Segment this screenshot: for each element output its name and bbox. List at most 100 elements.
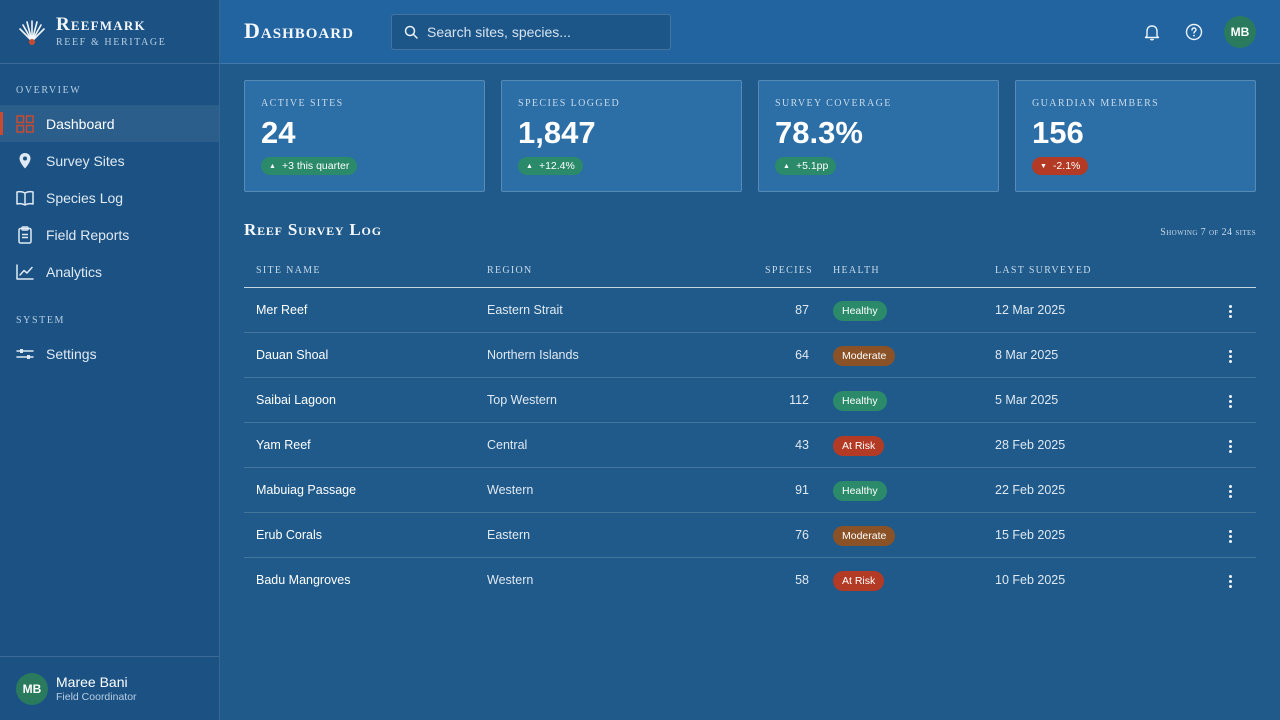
sidebar-item-label: Settings xyxy=(46,345,97,362)
cell-site: Yam Reef xyxy=(256,438,311,452)
top-bar: Dashboard MB xyxy=(220,0,1280,64)
stat-label: Guardian Members xyxy=(1032,98,1160,109)
table-row[interactable]: Mer Reef Eastern Strait 87 Healthy 12 Ma… xyxy=(244,288,1256,333)
cell-date: 15 Feb 2025 xyxy=(995,528,1066,542)
cell-site: Badu Mangroves xyxy=(256,573,351,587)
table-row[interactable]: Saibai Lagoon Top Western 112 Healthy 5 … xyxy=(244,378,1256,423)
more-options-icon[interactable] xyxy=(1224,436,1236,456)
cell-date: 8 Mar 2025 xyxy=(995,348,1059,362)
stat-delta-badge: ▲ +5.1pp xyxy=(775,157,837,175)
cell-date: 28 Feb 2025 xyxy=(995,438,1066,452)
cell-site: Dauan Shoal xyxy=(256,348,329,362)
table-row[interactable]: Badu Mangroves Western 58 At Risk 10 Feb… xyxy=(244,558,1256,603)
trend-up-icon: ▲ xyxy=(783,162,790,170)
user-avatar-button[interactable]: MB xyxy=(1224,16,1256,48)
stat-delta: -2.1% xyxy=(1052,160,1081,172)
current-user[interactable]: MB Maree Bani Field Coordinator xyxy=(0,656,219,720)
more-options-icon[interactable] xyxy=(1224,571,1236,591)
trend-down-icon: ▼ xyxy=(1040,162,1047,170)
table-row[interactable]: Erub Corals Eastern 76 Moderate 15 Feb 2… xyxy=(244,513,1256,558)
table-row[interactable]: Mabuiag Passage Western 91 Healthy 22 Fe… xyxy=(244,468,1256,513)
brand-subtitle: Reef & Heritage xyxy=(56,37,167,48)
more-options-icon[interactable] xyxy=(1224,481,1236,501)
grid-icon xyxy=(16,114,34,133)
column-header-last-surveyed[interactable]: Last Surveyed xyxy=(995,265,1092,276)
sidebar-item-label: Species Log xyxy=(46,189,124,206)
table-header: Site Name Region Species Health Last Sur… xyxy=(244,256,1256,288)
cell-species: 58 xyxy=(795,573,809,587)
help-icon[interactable] xyxy=(1184,22,1204,42)
stat-value: 156 xyxy=(1032,115,1084,150)
clipboard-icon xyxy=(16,225,34,244)
stat-label: Species Logged xyxy=(518,98,621,109)
health-badge: Moderate xyxy=(833,346,896,366)
stat-card-survey-coverage: Survey Coverage 78.3% ▲ +5.1pp xyxy=(758,80,999,192)
stat-label: Active Sites xyxy=(261,98,344,109)
sidebar-item-dashboard[interactable]: Dashboard xyxy=(0,105,219,142)
sidebar-item-settings[interactable]: Settings xyxy=(0,335,219,372)
cell-region: Central xyxy=(487,438,528,452)
nav-section-overview: Overview xyxy=(16,85,82,96)
cell-species: 112 xyxy=(789,393,809,407)
health-badge: Healthy xyxy=(833,391,887,411)
more-options-icon[interactable] xyxy=(1224,526,1236,546)
health-badge: Healthy xyxy=(833,301,887,321)
sidebar-item-analytics[interactable]: Analytics xyxy=(0,253,219,290)
book-icon xyxy=(16,189,34,207)
stat-delta-badge: ▼ -2.1% xyxy=(1032,157,1089,175)
cell-region: Eastern Strait xyxy=(487,303,563,317)
cell-region: Eastern xyxy=(487,528,531,542)
column-header-health[interactable]: Health xyxy=(833,265,880,276)
search-input[interactable] xyxy=(427,24,657,40)
sidebar-item-survey-sites[interactable]: Survey Sites xyxy=(0,142,219,179)
table-row[interactable]: Dauan Shoal Northern Islands 64 Moderate… xyxy=(244,333,1256,378)
stat-card-species-logged: Species Logged 1,847 ▲ +12.4% xyxy=(501,80,742,192)
brand[interactable]: Reefmark Reef & Heritage xyxy=(0,0,219,64)
stat-label: Survey Coverage xyxy=(775,98,892,109)
column-header-region[interactable]: Region xyxy=(487,265,533,276)
coral-fan-logo-icon xyxy=(19,19,45,45)
column-header-site-name[interactable]: Site Name xyxy=(256,265,321,276)
sliders-icon xyxy=(16,345,34,363)
cell-species: 76 xyxy=(795,528,809,542)
column-header-species[interactable]: Species xyxy=(765,265,814,276)
sidebar-item-label: Field Reports xyxy=(46,226,130,243)
trend-up-icon: ▲ xyxy=(526,162,533,170)
brand-name: Reefmark xyxy=(56,14,146,35)
search-box[interactable] xyxy=(391,14,671,50)
more-options-icon[interactable] xyxy=(1224,301,1236,321)
health-badge: Moderate xyxy=(833,526,896,546)
stat-delta-badge: ▲ +12.4% xyxy=(518,157,583,175)
cell-date: 5 Mar 2025 xyxy=(995,393,1059,407)
table-count: Showing 7 of 24 sites xyxy=(1160,227,1256,238)
nav-section-system: System xyxy=(16,315,66,326)
cell-species: 91 xyxy=(795,483,809,497)
more-options-icon[interactable] xyxy=(1224,391,1236,411)
cell-date: 10 Feb 2025 xyxy=(995,573,1066,587)
cell-region: Western xyxy=(487,573,534,587)
cell-site: Erub Corals xyxy=(256,528,322,542)
cell-species: 43 xyxy=(795,438,809,452)
section-title: Reef Survey Log xyxy=(244,220,382,239)
map-pin-icon xyxy=(16,152,34,170)
cell-species: 87 xyxy=(795,303,809,317)
cell-site: Mabuiag Passage xyxy=(256,483,357,497)
more-options-icon[interactable] xyxy=(1224,346,1236,366)
stat-delta-badge: ▲ +3 this quarter xyxy=(261,157,358,175)
health-badge: At Risk xyxy=(833,436,885,456)
stat-card-active-sites: Active Sites 24 ▲ +3 this quarter xyxy=(244,80,485,192)
table-row[interactable]: Yam Reef Central 43 At Risk 28 Feb 2025 xyxy=(244,423,1256,468)
sidebar-item-species-log[interactable]: Species Log xyxy=(0,179,219,216)
sidebar-item-label: Analytics xyxy=(46,263,103,280)
cell-date: 22 Feb 2025 xyxy=(995,483,1066,497)
cell-region: Northern Islands xyxy=(487,348,579,362)
sidebar: Reefmark Reef & Heritage Overview Dashbo… xyxy=(0,0,220,720)
user-name: Maree Bani xyxy=(56,674,128,690)
health-badge: At Risk xyxy=(833,571,885,591)
cell-region: Top Western xyxy=(487,393,557,407)
cell-region: Western xyxy=(487,483,534,497)
stat-delta: +3 this quarter xyxy=(281,160,350,172)
chart-line-icon xyxy=(16,263,34,281)
sidebar-item-field-reports[interactable]: Field Reports xyxy=(0,216,219,253)
notifications-bell-icon[interactable] xyxy=(1142,22,1162,42)
